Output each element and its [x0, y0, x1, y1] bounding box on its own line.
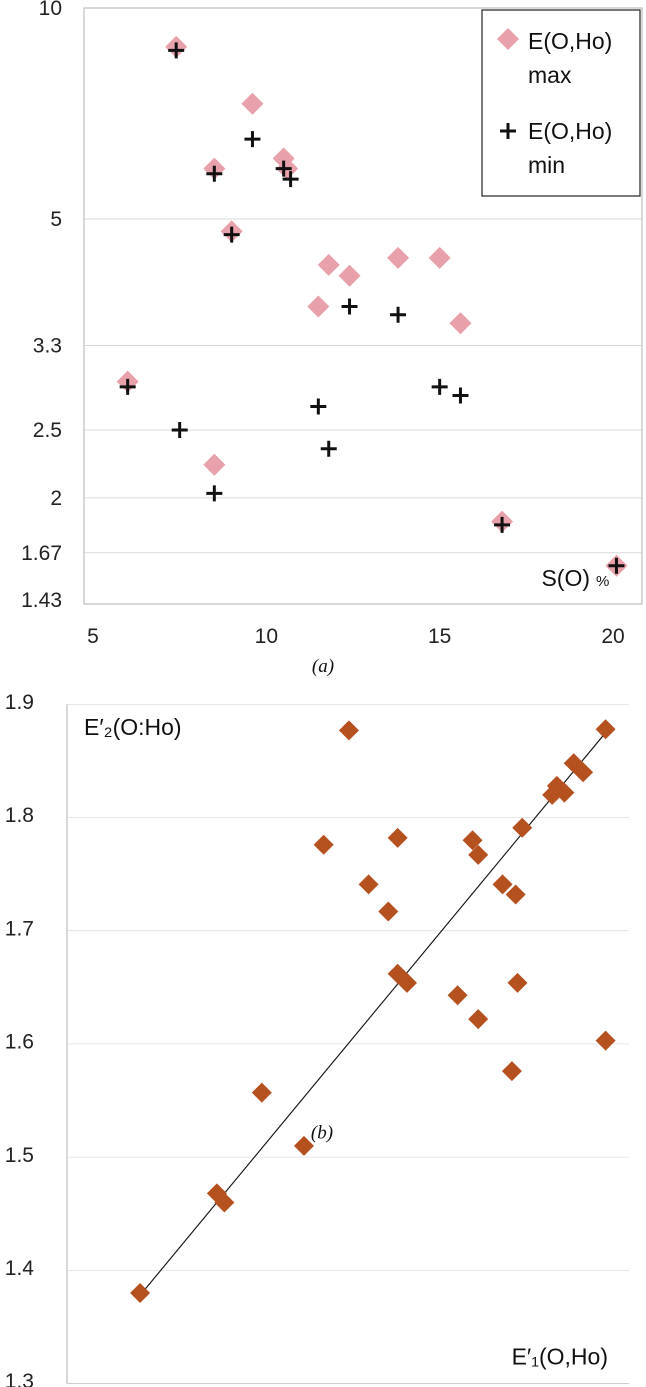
chart-b-y-tick-label: 1.5 — [5, 1144, 34, 1167]
legend-diamond-symbol — [497, 28, 519, 50]
chart-a-point-min — [206, 485, 223, 502]
chart-a-x-tick-label: 10 — [255, 625, 278, 648]
legend-entry-min-line1: E(O,Ho) — [528, 118, 612, 144]
chart-b-y-tick-label: 1.6 — [5, 1031, 34, 1054]
chart-b-point — [595, 719, 616, 740]
chart-b-point — [206, 1183, 227, 1204]
chart-a-point-min — [168, 42, 185, 59]
chart-a-point-min — [244, 131, 261, 148]
chart-a-point-max — [449, 312, 472, 335]
chart-b-point — [378, 901, 399, 922]
chart-a-x-tick-label: 5 — [87, 625, 99, 648]
chart-a-y-tick-label: 2 — [50, 487, 62, 510]
chart-a-xlabel: S(O) — [541, 565, 590, 591]
chart-b-point — [512, 817, 533, 838]
chart-b-point — [501, 1061, 522, 1082]
chart-a-point-min — [320, 440, 337, 457]
chart-b-point — [251, 1082, 272, 1103]
chart-a-legend: E(O,Ho) max E(O,Ho) min — [481, 9, 641, 197]
chart-a-point-min — [341, 298, 358, 315]
chart-b-point — [214, 1192, 235, 1213]
chart-b-y-tick-label: 1.9 — [5, 691, 34, 714]
chart-a-point-min — [223, 226, 240, 243]
chart-b-point — [293, 1135, 314, 1156]
chart-b-y-tick-label: 1.7 — [5, 917, 34, 940]
chart-a-x-tick-label: 20 — [601, 625, 624, 648]
chart-a-plot-frame — [83, 7, 643, 605]
chart-a-y-tick-label: 3.3 — [33, 334, 62, 357]
chart-b-point — [468, 844, 489, 865]
chart-b-points — [130, 719, 616, 1304]
chart-a-point-min — [171, 421, 188, 438]
chart-a-point-min — [452, 387, 469, 404]
chart-a-y-tick-label: 2.5 — [33, 419, 62, 442]
chart-a-point-min — [390, 306, 407, 323]
legend-plus-marker — [500, 123, 516, 139]
chart-b-y-tick-label: 1.8 — [5, 804, 34, 827]
chart-a-gridlines — [84, 218, 642, 554]
chart-b-y-tick-label: 1.4 — [5, 1257, 35, 1280]
chart-a-y-tick-label: 5 — [50, 208, 62, 231]
scatter-chart-a: 10 5 3.3 2.5 2 1.67 1.43 5 10 15 20 S(O) % E(O,Ho… — [21, 0, 643, 677]
legend-entry-max-line2: max — [528, 62, 572, 88]
chart-b-point — [554, 782, 575, 803]
chart-b-point — [447, 985, 468, 1006]
chart-b-point — [595, 1030, 616, 1051]
chart-b-trendline — [139, 729, 609, 1296]
chart-b-ylabel: E′₂(O:Ho) — [84, 714, 182, 740]
chart-b-point — [507, 972, 528, 993]
chart-a-point-min — [275, 160, 292, 177]
chart-a-point-max — [307, 295, 330, 318]
chart-b-point — [492, 874, 513, 895]
chart-a-point-max — [317, 253, 340, 276]
chart-a-point-max — [387, 246, 410, 269]
chart-a-y-tick-label: 10 — [39, 0, 62, 20]
chart-b-point — [462, 830, 483, 851]
chart-a-point-min — [206, 165, 223, 182]
legend-plus-symbol — [500, 123, 516, 139]
chart-a-caption: (a) — [312, 656, 334, 677]
chart-b-y-tick-label: 1.3 — [5, 1370, 34, 1387]
chart-a-y-tick-label: 1.67 — [21, 542, 62, 565]
chart-a-point-max — [338, 264, 361, 287]
chart-a-point-min — [431, 378, 448, 395]
scatter-chart-b: 1.3 1.4 1.5 1.6 1.7 1.8 1.9 1.3 1.4 1.5 1.6 1.7 1.8… — [5, 691, 644, 1387]
chart-b-point — [358, 874, 379, 895]
chart-b-point — [130, 1283, 151, 1304]
legend-entry-min-line2: min — [528, 152, 565, 178]
chart-b-point — [313, 834, 334, 855]
legend-entry-max-line1: E(O,Ho) — [528, 28, 612, 54]
chart-a-x-axis-title: S(O) % — [541, 565, 609, 591]
legend-diamond-marker — [497, 28, 519, 50]
chart-b-y-tick-labels: 1.3 1.4 1.5 1.6 1.7 1.8 1.9 — [5, 691, 35, 1387]
chart-a-points — [116, 35, 628, 577]
chart-b-point — [505, 884, 526, 905]
chart-a-point-min — [310, 398, 327, 415]
chart-a-point-min — [282, 171, 299, 188]
chart-a-y-tick-labels: 10 5 3.3 2.5 2 1.67 1.43 — [21, 0, 62, 612]
chart-b-point — [573, 762, 594, 783]
chart-a-point-min — [119, 378, 136, 395]
chart-b-caption: (b) — [311, 1122, 333, 1143]
chart-a-y-tick-label: 1.43 — [21, 589, 62, 612]
chart-b-point — [468, 1009, 489, 1030]
chart-a-point-min — [608, 557, 625, 574]
chart-b-xlabel: E′₁(O,Ho) — [512, 1344, 608, 1370]
chart-b-point — [387, 827, 408, 848]
chart-a-point-max — [241, 92, 264, 115]
chart-a-x-tick-labels: 5 10 15 20 — [87, 625, 625, 648]
chart-a-point-max — [203, 453, 226, 476]
chart-a-point-max — [428, 246, 451, 269]
chart-a-xlabel-unit: % — [596, 573, 609, 590]
chart-a-x-tick-label: 15 — [428, 625, 451, 648]
chart-b-point — [338, 720, 359, 741]
chart-b-point — [397, 972, 418, 993]
chart-b-gridlines — [67, 704, 629, 1271]
chart-a-point-min — [494, 516, 511, 533]
